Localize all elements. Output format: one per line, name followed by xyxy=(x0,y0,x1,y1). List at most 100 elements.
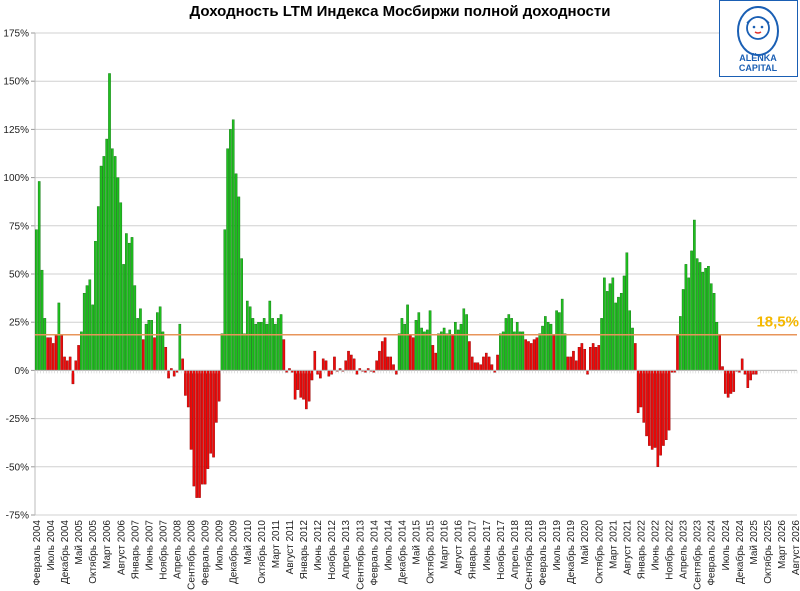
bar xyxy=(198,370,201,498)
bar xyxy=(406,304,409,371)
bar xyxy=(465,314,468,371)
bar xyxy=(634,343,637,371)
x-tick-label: Август 2021 xyxy=(622,520,633,576)
bar xyxy=(88,279,92,371)
bar xyxy=(504,318,508,371)
bar xyxy=(66,360,69,371)
bar xyxy=(454,322,457,371)
bar xyxy=(625,252,629,371)
bar xyxy=(445,333,449,371)
bar xyxy=(752,370,755,375)
x-tick-label: Июнь 2007 xyxy=(144,520,155,571)
bar xyxy=(470,356,474,371)
x-tick-label: Сентябрь 2018 xyxy=(523,520,535,590)
bar xyxy=(648,370,651,446)
bar xyxy=(189,370,193,450)
x-tick-label: Ноябрь 2022 xyxy=(664,520,676,580)
bar xyxy=(532,339,536,371)
bar xyxy=(184,370,187,396)
bar xyxy=(479,364,482,371)
bar xyxy=(510,318,513,371)
bar xyxy=(231,119,235,371)
bar xyxy=(220,333,224,371)
x-tick-label: Апрель 2008 xyxy=(172,520,183,579)
bar xyxy=(459,323,463,371)
bar xyxy=(77,345,80,371)
bar xyxy=(333,356,336,371)
bar xyxy=(566,356,570,371)
logo-line2: CAPITAL xyxy=(739,63,778,73)
x-tick-label: Ноябрь 2007 xyxy=(157,520,169,580)
bar xyxy=(704,268,707,371)
bar xyxy=(105,138,109,371)
x-tick-label: Октябрь 2015 xyxy=(425,520,437,584)
bar xyxy=(538,333,542,371)
y-tick-label: 150% xyxy=(3,77,29,88)
bar xyxy=(496,354,499,371)
bar xyxy=(645,370,648,437)
bar xyxy=(569,356,572,371)
bar xyxy=(215,370,218,423)
bar xyxy=(701,271,705,371)
bar xyxy=(431,345,435,371)
bar xyxy=(347,350,350,371)
bar xyxy=(622,275,626,371)
bar xyxy=(274,323,277,371)
bar xyxy=(125,233,128,371)
bar xyxy=(650,370,654,450)
y-tick-label: 100% xyxy=(3,173,29,184)
bar xyxy=(749,370,752,381)
y-tick-label: 25% xyxy=(9,318,29,329)
bar xyxy=(37,181,41,371)
bar xyxy=(684,264,688,371)
x-tick-label: Сентябрь 2023 xyxy=(692,520,704,590)
bar xyxy=(85,285,89,371)
bar xyxy=(434,352,437,371)
y-tick-label: 0% xyxy=(15,366,30,377)
x-tick-label: Август 2011 xyxy=(285,520,296,575)
bar xyxy=(476,362,480,371)
bar xyxy=(732,370,736,392)
bar xyxy=(305,370,308,410)
bar xyxy=(667,370,671,431)
chart-title: Доходность LTM Индекса Мосбиржи полной д… xyxy=(189,3,611,20)
bar xyxy=(389,356,392,371)
bar xyxy=(639,370,643,408)
bar xyxy=(200,370,204,485)
bar xyxy=(161,331,165,371)
bar xyxy=(251,318,255,371)
bar xyxy=(743,370,747,375)
bar xyxy=(344,360,348,371)
bar xyxy=(248,306,252,371)
bar xyxy=(40,269,44,371)
bar xyxy=(518,331,522,371)
x-tick-label: Ноябрь 2017 xyxy=(495,520,507,580)
bar xyxy=(563,333,567,371)
bar xyxy=(181,358,184,371)
bar xyxy=(96,206,100,371)
bar xyxy=(378,350,381,371)
bar xyxy=(642,370,646,423)
bar xyxy=(355,370,359,375)
bar xyxy=(282,339,286,371)
bar xyxy=(468,341,471,371)
bar xyxy=(726,370,730,398)
x-tick-label: Декабрь 2014 xyxy=(396,520,408,584)
bar xyxy=(186,370,190,408)
bar xyxy=(316,370,319,375)
bar xyxy=(653,370,657,448)
x-tick-label: Февраль 2004 xyxy=(32,520,43,586)
x-tick-label: Февраль 2014 xyxy=(369,520,380,586)
x-tick-label: Март 2016 xyxy=(440,520,451,569)
bar xyxy=(746,370,750,388)
bar xyxy=(541,325,544,371)
bar xyxy=(527,341,530,371)
bar xyxy=(524,339,527,371)
bar xyxy=(265,323,269,371)
x-tick-label: Декабрь 2004 xyxy=(59,520,71,584)
bar xyxy=(499,333,502,371)
x-tick-label: Июль 2009 xyxy=(215,520,226,571)
reference-line-label: 18,5% xyxy=(756,314,799,331)
bar xyxy=(586,370,589,375)
